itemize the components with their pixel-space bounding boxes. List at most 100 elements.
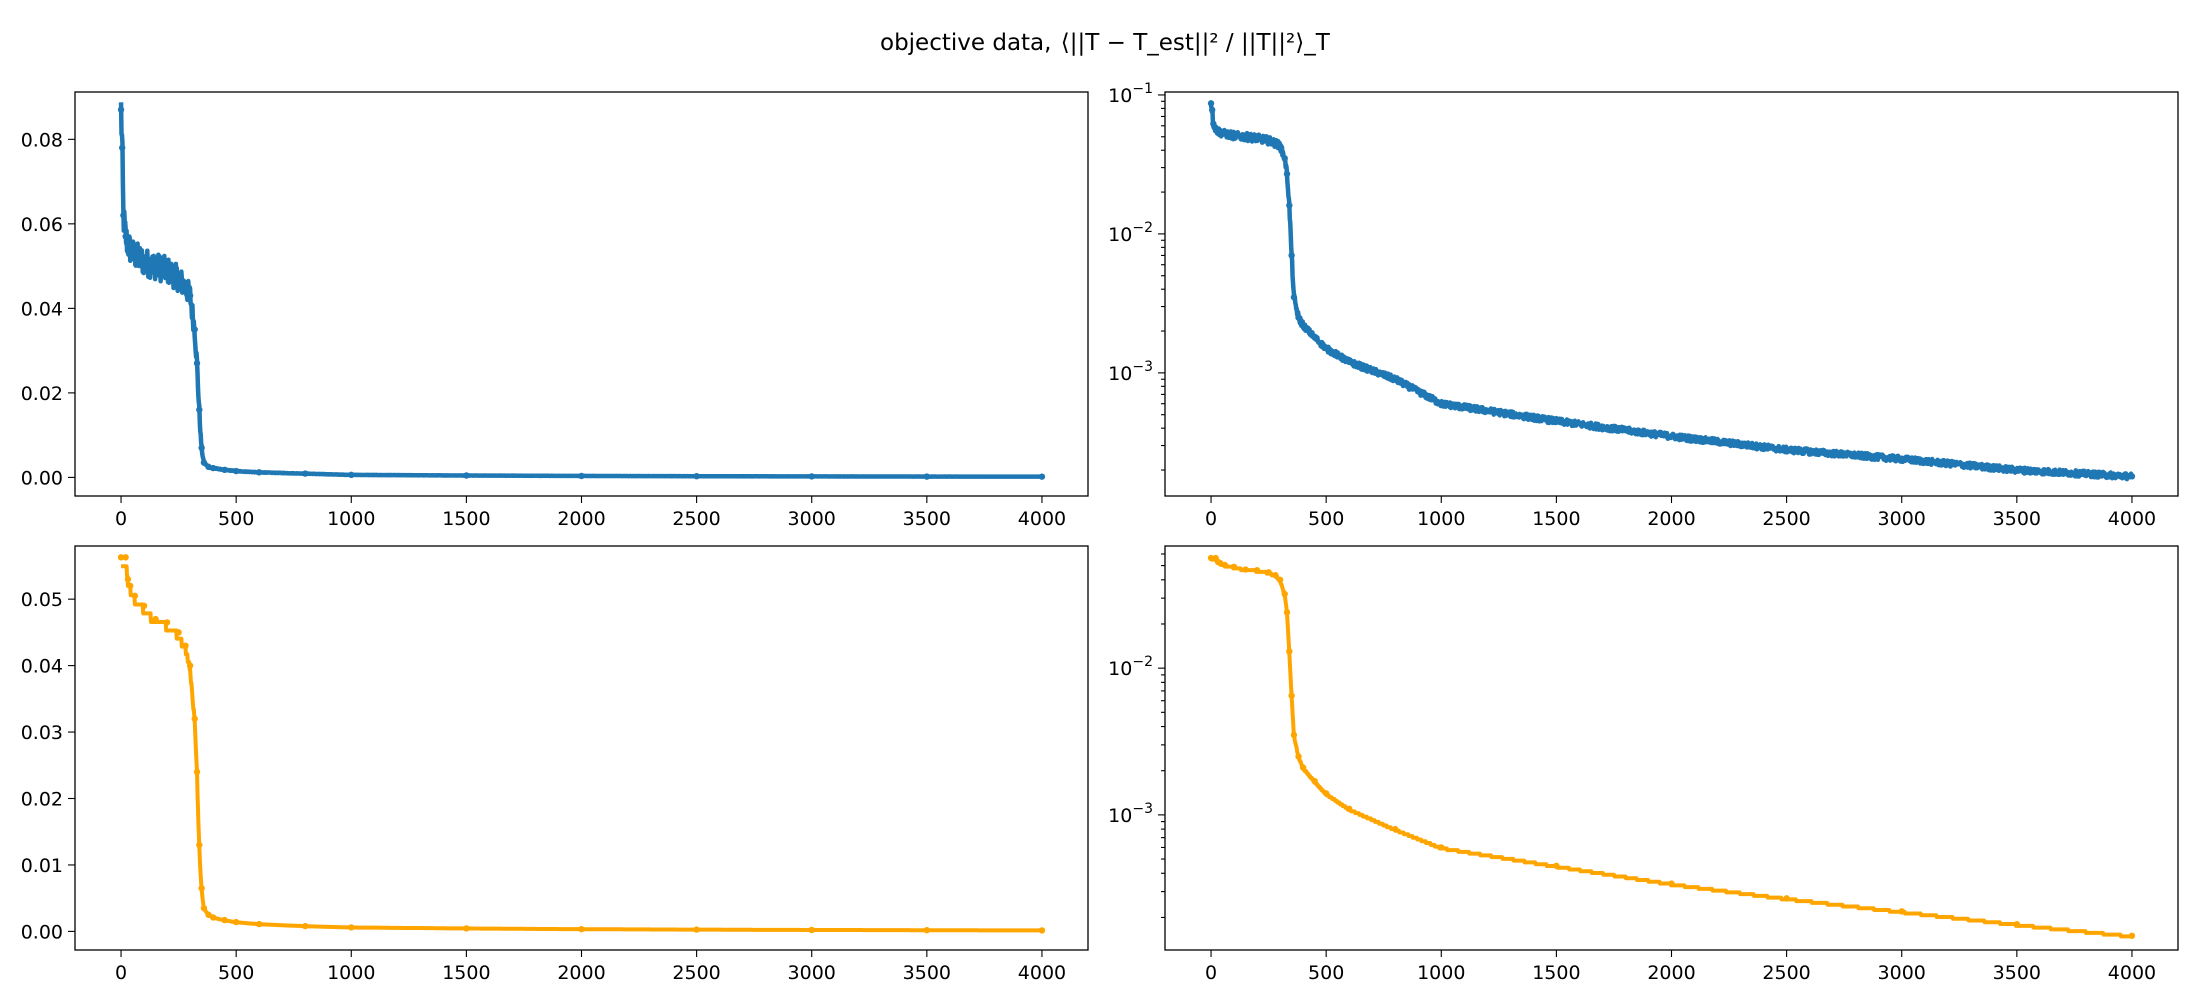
- data-point: [186, 662, 194, 669]
- data-point: [152, 615, 159, 623]
- data-point: [1295, 314, 1302, 321]
- data-point: [1783, 446, 1790, 453]
- data-point: [122, 233, 129, 240]
- data-point: [209, 914, 217, 921]
- data-point: [232, 918, 240, 926]
- data-point: [196, 406, 203, 413]
- data-point: [578, 472, 585, 480]
- x-tick-label: 1500: [442, 962, 490, 984]
- data-point: [221, 466, 228, 473]
- y-tick-label: 0.08: [21, 129, 63, 151]
- x-tick-label: 1000: [327, 962, 375, 984]
- data-point: [1898, 908, 1905, 915]
- data-point: [193, 768, 201, 776]
- data-point: [1276, 142, 1284, 150]
- subplot-top-left: 0 500 1000 1500 2000 2500 3000 3500 4000 0.00 0.02…: [21, 91, 1089, 530]
- x-tick-label: 4000: [1018, 962, 1066, 984]
- data-point: [348, 471, 355, 479]
- data-point: [191, 326, 198, 333]
- x-tick-label: 2500: [672, 962, 720, 984]
- subplot-top-right: 0 500 1000 1500 2000 2500 3000 3500 4000 10−3 10−2…: [1108, 81, 2179, 530]
- data-point: [1286, 202, 1293, 209]
- x-tick-label: 2000: [1647, 508, 1695, 530]
- data-point: [1253, 567, 1261, 574]
- x-tick-label: 1500: [442, 508, 490, 530]
- data-point: [1038, 927, 1046, 934]
- data-point: [1242, 566, 1249, 573]
- x-tick-label: 3000: [1878, 962, 1926, 984]
- data-point: [923, 473, 931, 480]
- data-point: [191, 715, 198, 722]
- x-tick-label: 0: [1205, 508, 1217, 530]
- data-point: [1219, 130, 1226, 137]
- data-point: [1221, 561, 1229, 569]
- data-point: [1322, 790, 1330, 797]
- y-tick-label: 10−1: [1108, 81, 1153, 107]
- data-point: [1230, 132, 1238, 139]
- data-point: [1281, 590, 1288, 598]
- x-tick-label: 1000: [1417, 962, 1465, 984]
- data-point: [193, 360, 201, 367]
- data-point: [198, 885, 205, 892]
- data-point: [1288, 252, 1295, 259]
- data-point: [1265, 569, 1272, 576]
- y-tick-label: 0.06: [21, 214, 63, 236]
- x-tick-label: 1000: [327, 508, 375, 530]
- x-tick-label: 3500: [903, 508, 951, 530]
- subplot-bottom-left: 0 500 1000 1500 2000 2500 3000 3500 4000 0.00 0.01…: [21, 545, 1089, 984]
- data-point: [808, 473, 815, 480]
- data-point: [1668, 880, 1675, 887]
- data-point: [140, 258, 148, 266]
- data-point: [2013, 466, 2021, 474]
- data-point: [1345, 805, 1353, 813]
- data-point: [693, 473, 700, 480]
- x-tick-label: 4000: [1018, 508, 1066, 530]
- y-tick-label: 0.04: [21, 298, 63, 320]
- data-point: [923, 927, 931, 934]
- data-point: [198, 444, 205, 452]
- data-point: [1272, 572, 1279, 579]
- data-point: [1783, 895, 1790, 902]
- data-point: [463, 925, 470, 932]
- x-tick-label: 1000: [1417, 508, 1465, 530]
- x-tick-label: 1500: [1532, 508, 1580, 530]
- data-point: [1299, 322, 1307, 329]
- subplot-bottom-right: 0 500 1000 1500 2000 2500 3000 3500 4000 10−3 10−2: [1108, 545, 2179, 984]
- y-tick-label: 0.05: [21, 589, 63, 611]
- x-tick-label: 500: [218, 508, 254, 530]
- data-point: [129, 250, 136, 257]
- data-point: [1288, 692, 1295, 699]
- x-tick-label: 2000: [557, 508, 605, 530]
- data-point: [302, 922, 309, 930]
- data-point: [1311, 334, 1318, 341]
- data-point: [1553, 417, 1560, 425]
- data-point: [1209, 106, 1216, 114]
- data-point: [117, 106, 125, 113]
- data-point: [175, 275, 182, 282]
- data-point: [348, 924, 355, 931]
- data-point: [175, 629, 182, 636]
- y-tick-label: 0.00: [21, 467, 63, 489]
- data-point: [1290, 294, 1298, 301]
- data-point: [1276, 576, 1284, 584]
- data-point: [1668, 433, 1675, 440]
- data-point: [200, 904, 208, 912]
- data-point: [693, 926, 700, 933]
- x-tick-label: 500: [1308, 508, 1344, 530]
- data-point: [1283, 609, 1291, 616]
- data-point: [463, 472, 470, 479]
- data-point: [163, 619, 171, 626]
- data-point: [1038, 473, 1046, 480]
- data-point: [120, 212, 127, 219]
- data-point: [182, 642, 189, 649]
- x-tick-label: 0: [115, 508, 127, 530]
- data-point: [1898, 455, 1905, 463]
- data-point: [186, 292, 194, 299]
- data-point: [1265, 137, 1272, 144]
- data-point: [124, 241, 132, 249]
- data-point: [1207, 554, 1215, 562]
- x-tick-label: 0: [1205, 962, 1217, 984]
- x-tick-label: 3000: [1878, 508, 1926, 530]
- data-point: [209, 464, 217, 472]
